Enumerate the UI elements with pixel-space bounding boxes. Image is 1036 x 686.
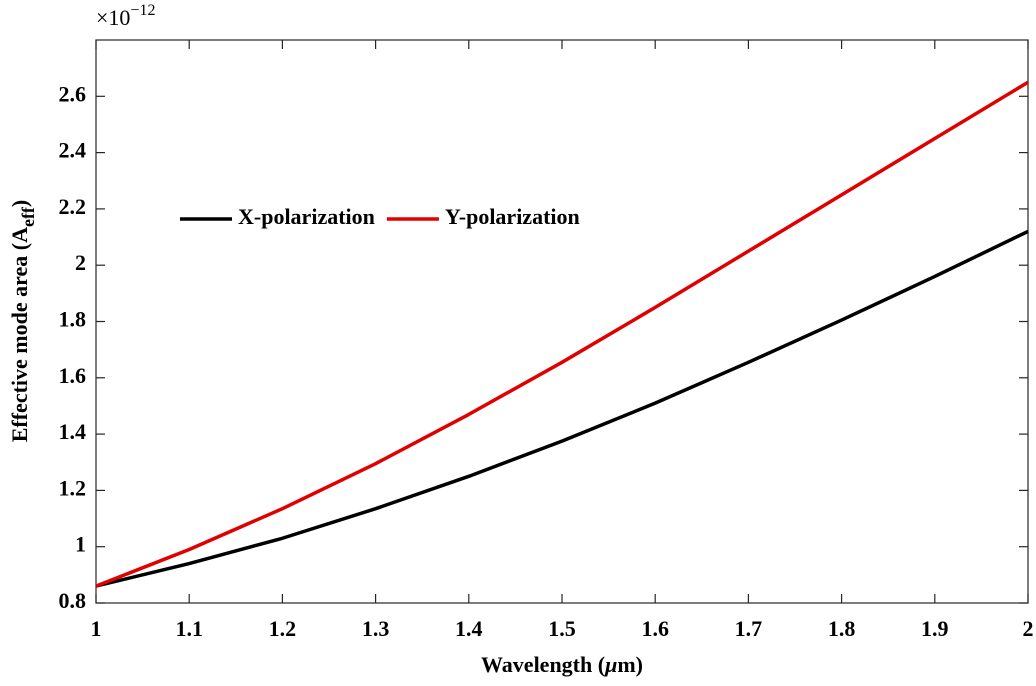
y-tick-label: 1.2 (59, 475, 87, 500)
x-tick-label: 2 (1023, 616, 1034, 641)
y-tick-label: 1.4 (59, 419, 87, 444)
x-tick-label: 1.2 (269, 616, 297, 641)
axis-multiplier: ×10−12 (96, 2, 155, 30)
y-tick-label: 2.6 (59, 81, 87, 106)
x-label-text: Wavelength ( (481, 652, 605, 677)
x-tick-label: 1.8 (828, 616, 856, 641)
x-tick-label: 1.6 (641, 616, 669, 641)
y-label-text: Effective mode area (A (7, 227, 32, 442)
x-axis-label: Wavelength (μm) (481, 652, 643, 677)
y-tick-label: 1.6 (59, 363, 87, 388)
x-label-unit: m) (617, 652, 643, 677)
y-tick-label: 0.8 (59, 588, 87, 613)
y-tick-label: 1 (75, 532, 86, 557)
line-series (95, 80, 1029, 588)
multiplier-exponent: −12 (130, 2, 155, 19)
plot-box (95, 39, 1029, 604)
x-tick-label: 1.3 (362, 616, 390, 641)
x-tick-label: 1 (91, 616, 102, 641)
y-tick-label: 1.8 (59, 307, 87, 332)
y-label-subscript: eff (18, 206, 38, 227)
legend-label: X-polarization (238, 204, 375, 229)
y-tick-label: 2.2 (59, 194, 87, 219)
x-tick-label: 1.9 (921, 616, 949, 641)
x-tick-label: 1.7 (735, 616, 763, 641)
y-label-close: ) (7, 200, 32, 207)
x-tick-label: 1.4 (455, 616, 483, 641)
y-tick-label: 2 (75, 250, 86, 275)
x-tick-label: 1.1 (175, 616, 203, 641)
multiplier-base: ×10 (96, 5, 130, 30)
line-series (95, 229, 1029, 588)
x-label-symbol: μ (604, 652, 617, 677)
legend-label: Y-polarization (445, 204, 580, 229)
y-tick-label: 2.4 (59, 138, 87, 163)
x-tick-label: 1.5 (548, 616, 576, 641)
y-axis-label: Effective mode area (Aeff) (7, 200, 38, 443)
